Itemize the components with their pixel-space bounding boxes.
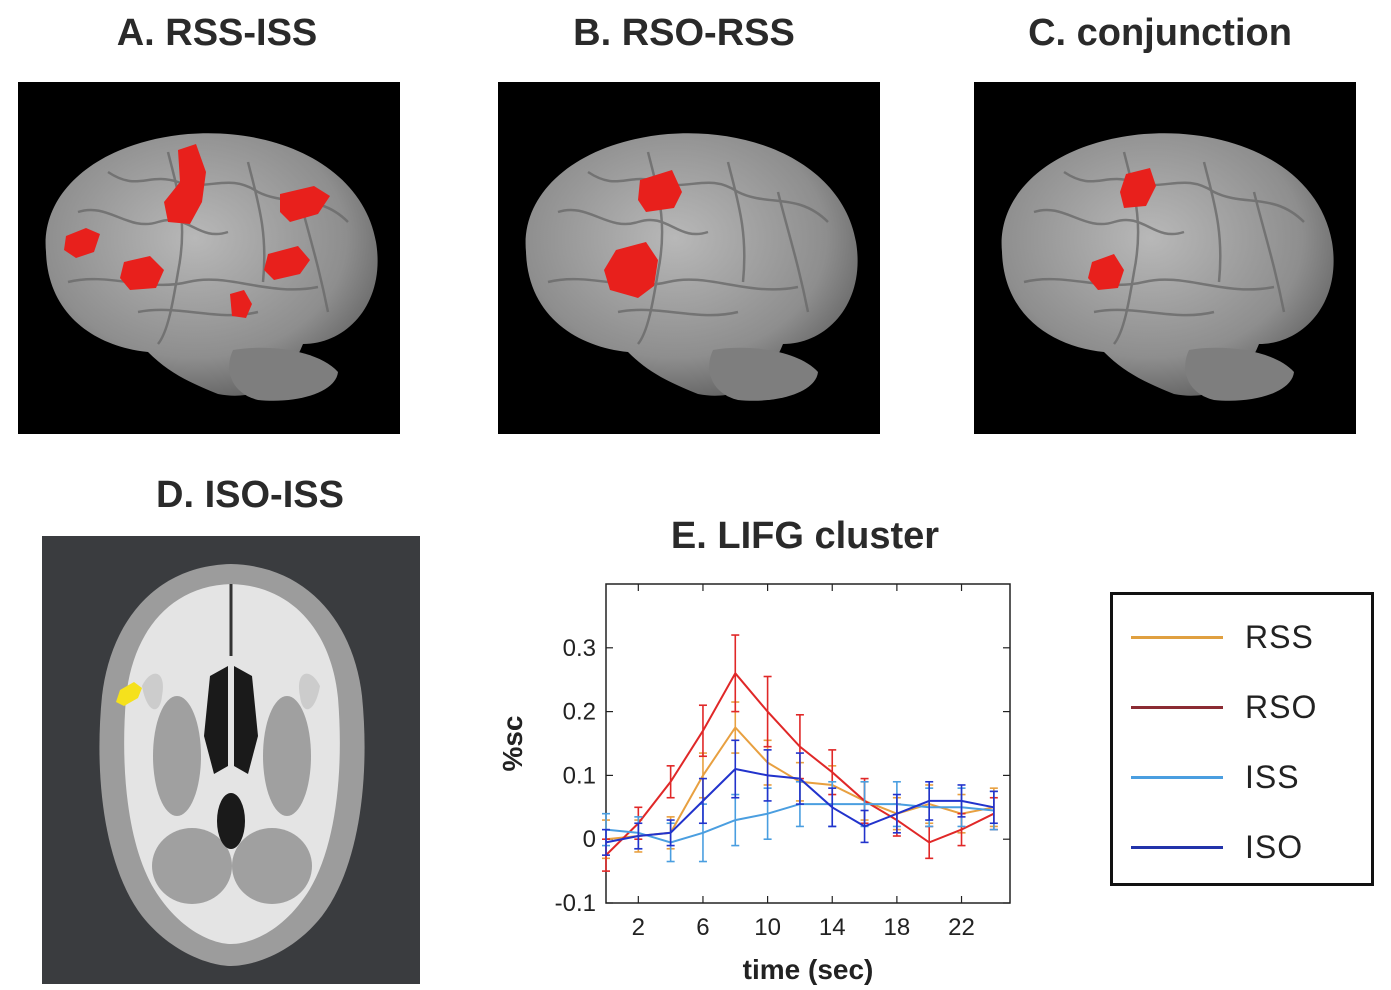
panel-c-brain-image [974,82,1356,434]
activation-clusters-b [604,170,682,298]
yellow-activation [116,682,142,706]
x-tick-label: 18 [884,914,911,941]
lifg-chart: -0.1 0 0.1 0.2 0.3 2 6 10 14 18 22 time (sec) %sc [497,583,1011,985]
y-tick-label: 0.2 [563,699,596,726]
panel-e-title: E. LIFG cluster [670,515,940,557]
legend-swatch-rss [1131,635,1223,639]
panel-a-brain-image [18,82,400,434]
plot-frame [605,583,1011,904]
panel-d-slice-image [42,536,420,984]
series-line-iso [605,767,994,844]
y-axis-label: %sc [497,715,528,771]
x-tick-label: 10 [754,914,781,941]
legend-label-iso: ISO [1245,828,1304,865]
x-tick-label: 14 [819,914,846,941]
series-line-rso [605,671,995,856]
x-axis-label: time (sec) [743,954,874,985]
legend-item-iss: ISS [1131,757,1300,797]
legend-swatch-iss [1131,775,1223,779]
chart-legend: RSS RSO ISS ISO [1110,592,1374,886]
x-tick-label: 6 [696,914,709,941]
legend-swatch-rso [1131,705,1223,709]
cerebellum [229,347,338,401]
y-tick-label: 0 [583,826,596,853]
cerebellum [1185,347,1294,401]
legend-label-iss: ISS [1245,758,1300,795]
brain-render-b [525,133,858,401]
cerebrum [525,133,858,396]
activation-clusters-c [1088,168,1156,290]
legend-swatch-iso [1131,845,1223,849]
x-tick-label: 2 [632,914,645,941]
x-tick-label: 22 [948,914,975,941]
panel-b-brain-image [498,82,880,434]
y-tick-label: 0.1 [563,762,596,789]
legend-label-rss: RSS [1245,618,1314,655]
brain-render-a [45,133,378,401]
panel-d-title: D. ISO-ISS [156,474,344,516]
axial-slice-d [99,564,365,966]
y-tick-label: -0.1 [555,890,596,917]
brain-render-c [1001,133,1334,401]
legend-item-rso: RSO [1131,687,1317,727]
legend-item-iso: ISO [1131,827,1303,867]
legend-label-rso: RSO [1245,688,1318,725]
panel-a-title: A. RSS-ISS [116,12,318,54]
panel-b-title: B. RSO-RSS [573,12,795,54]
y-tick-label: 0.3 [563,635,596,662]
panel-c-title: C. conjunction [1028,12,1292,54]
cerebellum [709,347,818,401]
activation-clusters-a [64,144,330,318]
cerebrum [1001,133,1334,396]
legend-item-rss: RSS [1131,617,1314,657]
cerebrum [45,133,378,396]
